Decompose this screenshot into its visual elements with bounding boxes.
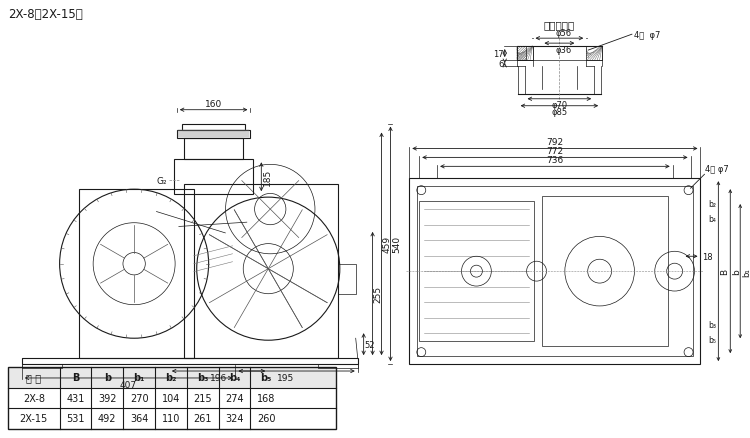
Text: 492: 492	[98, 413, 116, 424]
Bar	[182, 124, 245, 130]
Text: G₂: G₂	[156, 177, 167, 185]
Text: 195: 195	[277, 373, 294, 382]
Bar	[586, 47, 602, 61]
Text: 18: 18	[703, 252, 713, 261]
Text: 6: 6	[498, 60, 504, 68]
Bar	[174, 160, 254, 195]
Text: b₁: b₁	[134, 372, 145, 382]
Text: 4孔 φ7: 4孔 φ7	[706, 165, 729, 174]
Text: 364: 364	[130, 413, 149, 424]
Text: 185: 185	[263, 169, 272, 186]
Bar	[410, 179, 700, 364]
Text: b₃: b₃	[197, 372, 208, 382]
Text: 4孔  φ7: 4孔 φ7	[634, 31, 660, 39]
Bar	[22, 358, 358, 364]
Text: φ56: φ56	[555, 29, 572, 38]
Bar	[22, 364, 62, 368]
Bar	[184, 185, 338, 358]
Text: 792: 792	[546, 138, 563, 147]
Text: b₁: b₁	[742, 267, 750, 276]
Text: 736: 736	[546, 156, 563, 165]
Text: φ70: φ70	[551, 101, 568, 110]
Text: 270: 270	[130, 393, 149, 403]
Text: 2X-8，2X-15型: 2X-8，2X-15型	[8, 8, 82, 21]
Bar	[417, 187, 692, 356]
Text: 407: 407	[119, 380, 136, 389]
Text: 255: 255	[374, 285, 382, 302]
Text: 进气口尺寸: 进气口尺寸	[544, 20, 575, 30]
Text: 2X-15: 2X-15	[20, 413, 48, 424]
Text: 540: 540	[392, 236, 401, 253]
Text: b₅: b₅	[709, 335, 716, 344]
Text: φ36: φ36	[555, 46, 572, 55]
Text: 52: 52	[364, 340, 375, 349]
Text: B: B	[72, 372, 80, 382]
Bar	[517, 47, 526, 61]
Bar	[318, 364, 358, 368]
Text: 531: 531	[66, 413, 85, 424]
Bar	[517, 47, 532, 61]
Text: 392: 392	[98, 393, 116, 403]
Text: b₄: b₄	[709, 214, 716, 223]
Text: 2X-8: 2X-8	[22, 393, 45, 403]
Bar	[80, 190, 194, 358]
Text: 196: 196	[210, 373, 227, 382]
Text: b: b	[732, 268, 741, 275]
Text: 324: 324	[225, 413, 244, 424]
Bar	[8, 367, 336, 388]
Bar	[419, 201, 533, 342]
Bar	[177, 130, 251, 138]
Text: b₂: b₂	[709, 199, 716, 208]
Text: 215: 215	[194, 393, 212, 403]
Text: B: B	[720, 268, 729, 275]
Bar	[542, 197, 668, 346]
Text: 260: 260	[257, 413, 275, 424]
Text: 772: 772	[546, 147, 563, 156]
Text: 168: 168	[257, 393, 275, 403]
Bar	[184, 138, 244, 160]
Text: 110: 110	[162, 413, 180, 424]
Text: b₅: b₅	[260, 372, 272, 382]
Text: b₂: b₂	[165, 372, 176, 382]
Text: 17: 17	[493, 49, 504, 58]
Text: 274: 274	[225, 393, 244, 403]
Text: 型 号: 型 号	[26, 372, 41, 382]
Text: b₃: b₃	[709, 320, 716, 329]
Text: 431: 431	[66, 393, 85, 403]
Text: b: b	[104, 372, 111, 382]
Bar	[517, 47, 532, 61]
Bar	[338, 264, 356, 294]
Text: 459: 459	[382, 236, 392, 253]
Text: 261: 261	[194, 413, 212, 424]
Text: b₄: b₄	[229, 372, 240, 382]
Text: φ85: φ85	[551, 107, 568, 117]
Bar	[8, 367, 336, 429]
Text: 160: 160	[205, 99, 222, 109]
Text: 104: 104	[162, 393, 180, 403]
